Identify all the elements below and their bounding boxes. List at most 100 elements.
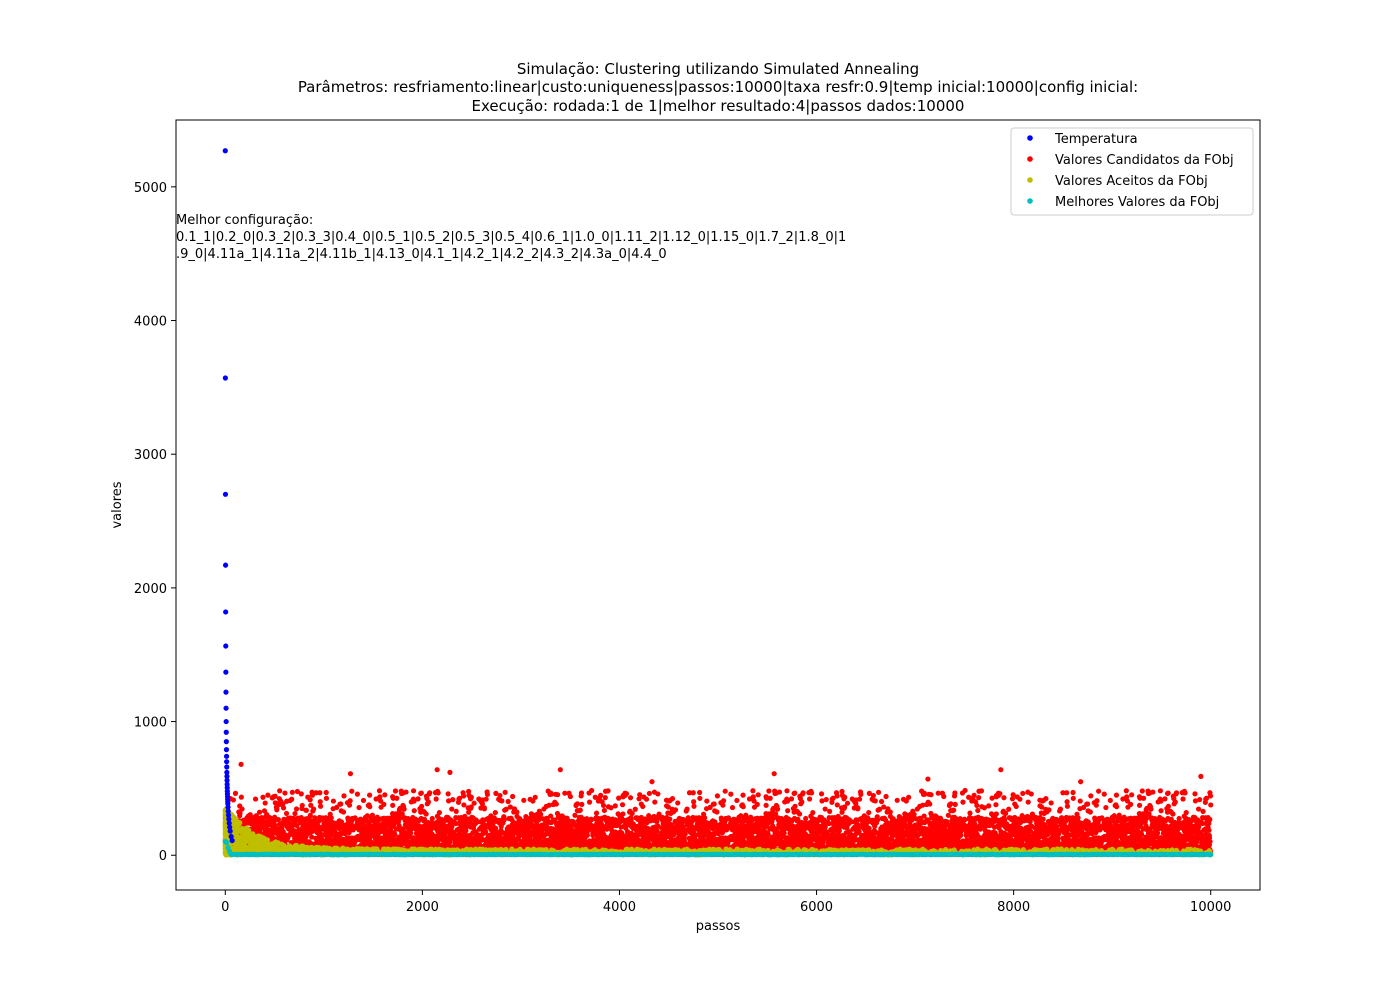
candidate-point — [403, 789, 409, 795]
candidate-point — [367, 804, 373, 810]
candidate-point — [697, 789, 703, 796]
candidate-point — [750, 788, 756, 794]
candidate-point — [312, 815, 318, 821]
candidate-point — [577, 807, 583, 813]
candidate-point — [578, 790, 585, 796]
candidate-point — [289, 796, 295, 802]
candidate-point — [264, 826, 270, 832]
candidate-point — [655, 791, 661, 797]
candidate-point — [640, 803, 646, 810]
candidate-point — [307, 812, 313, 818]
candidate-point — [383, 824, 389, 830]
candidate-point — [672, 807, 679, 813]
candidate-point — [602, 795, 608, 801]
candidate-point — [314, 839, 320, 845]
candidate-point — [593, 810, 600, 816]
candidate-point — [292, 810, 298, 817]
candidate-point — [277, 788, 283, 794]
candidate-point — [280, 805, 287, 811]
candidate-point — [620, 811, 626, 817]
candidate-point — [521, 797, 527, 803]
candidate-point — [392, 831, 398, 837]
candidate-point — [483, 796, 489, 802]
candidate-point — [293, 806, 300, 812]
candidate-point — [260, 794, 266, 800]
candidate-point — [510, 793, 516, 800]
candidate-point — [313, 790, 319, 796]
candidate-point — [690, 790, 696, 796]
candidate-point — [309, 834, 315, 840]
candidate-point — [449, 806, 455, 812]
candidate-point — [463, 828, 469, 834]
candidate-point — [481, 805, 487, 811]
candidate-point — [433, 796, 439, 802]
chart-title: Simulação: Clustering utilizando Simulat… — [298, 60, 1138, 115]
candidate-point — [720, 798, 727, 804]
candidate-point — [334, 804, 340, 810]
candidate-point — [394, 795, 400, 801]
candidate-point — [307, 797, 313, 803]
candidate-point — [629, 810, 635, 816]
candidate-point — [418, 790, 424, 796]
candidate-point — [401, 806, 407, 812]
candidate-point — [239, 806, 245, 812]
candidate-point — [328, 815, 334, 821]
candidate-point — [311, 806, 317, 812]
candidate-point — [729, 804, 736, 811]
candidate-point — [265, 792, 271, 798]
candidate-point — [567, 793, 573, 800]
candidate-point — [330, 798, 337, 804]
candidate-point — [317, 803, 324, 809]
candidate-point — [450, 797, 456, 803]
candidate-point — [667, 816, 673, 822]
candidate-point — [471, 800, 477, 806]
candidate-point — [411, 808, 417, 814]
candidate-point — [623, 791, 630, 797]
candidate-point — [377, 794, 383, 800]
candidate-point — [298, 791, 304, 797]
candidate-point — [728, 791, 734, 797]
candidate-point — [272, 800, 278, 806]
candidate-point — [555, 792, 561, 798]
candidate-point — [376, 788, 383, 794]
candidate-point — [308, 802, 314, 808]
candidate-point — [294, 823, 300, 829]
candidate-point — [669, 796, 676, 802]
candidate-point — [230, 797, 236, 803]
candidate-point — [643, 796, 650, 802]
candidate-point — [711, 801, 717, 807]
candidate-point — [492, 809, 498, 816]
candidate-point — [252, 796, 259, 802]
candidate-point — [354, 791, 361, 797]
candidate-point — [392, 788, 399, 794]
candidate-point — [382, 792, 388, 798]
candidate-point — [317, 799, 323, 805]
chart-title-line-2: Parâmetros: resfriamento:linear|custo:un… — [298, 78, 1138, 96]
candidate-point — [461, 793, 467, 799]
candidate-point — [369, 812, 376, 818]
candidate-point — [232, 790, 239, 796]
candidate-point — [714, 793, 720, 799]
candidate-point — [619, 802, 626, 808]
candidate-point — [740, 792, 746, 798]
candidate-point — [579, 801, 585, 808]
candidate-point — [338, 801, 344, 807]
candidate-point — [601, 807, 607, 814]
candidate-point — [675, 800, 681, 806]
candidate-point — [497, 792, 503, 799]
candidate-point — [600, 802, 607, 809]
candidate-point — [704, 798, 710, 804]
candidate-point — [652, 799, 658, 805]
candidate-point — [436, 810, 442, 816]
chart-title-line-3: Execução: rodada:1 de 1|melhor resultado… — [472, 97, 965, 115]
candidate-point — [323, 795, 330, 801]
candidate-point — [435, 790, 441, 796]
candidate-point — [272, 793, 278, 799]
candidate-point — [410, 788, 417, 794]
candidate-point — [346, 802, 353, 808]
candidate-point — [646, 790, 652, 797]
candidate-point — [425, 799, 432, 805]
candidate-point — [280, 801, 286, 807]
candidate-point — [356, 804, 362, 811]
